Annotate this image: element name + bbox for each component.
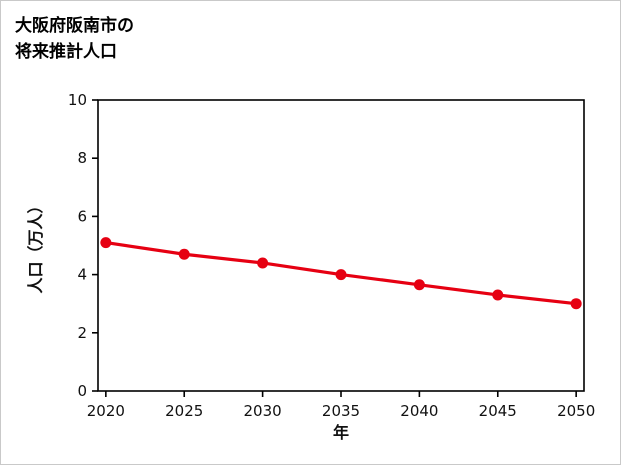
y-tick-label: 2	[77, 324, 87, 342]
chart-title-line1: 大阪府阪南市の	[15, 16, 134, 36]
y-tick-label: 4	[77, 266, 87, 284]
data-point	[413, 279, 425, 291]
data-point	[335, 269, 347, 281]
data-point	[257, 257, 269, 269]
y-axis-label: 人口（万人）	[26, 197, 45, 293]
x-tick-label: 2050	[557, 402, 595, 420]
chart-title: 大阪府阪南市の 将来推計人口	[15, 13, 134, 66]
y-tick-label: 8	[77, 149, 87, 167]
plot-border	[97, 99, 585, 392]
data-point	[178, 248, 190, 260]
data-point	[492, 289, 504, 301]
y-tick-label: 0	[77, 382, 87, 400]
x-tick-label: 2025	[165, 402, 203, 420]
y-tick-label: 10	[68, 91, 87, 109]
x-tick-label: 2030	[244, 402, 282, 420]
chart-title-line2: 将来推計人口	[15, 42, 117, 63]
x-axis-label: 年	[333, 423, 349, 442]
x-tick-label: 2040	[400, 402, 438, 420]
x-tick-label: 2045	[479, 402, 517, 420]
x-tick-label: 2020	[87, 402, 125, 420]
data-point	[570, 298, 582, 310]
y-tick-label: 6	[77, 207, 87, 225]
x-tick-label: 2035	[322, 402, 360, 420]
data-point	[100, 237, 112, 249]
